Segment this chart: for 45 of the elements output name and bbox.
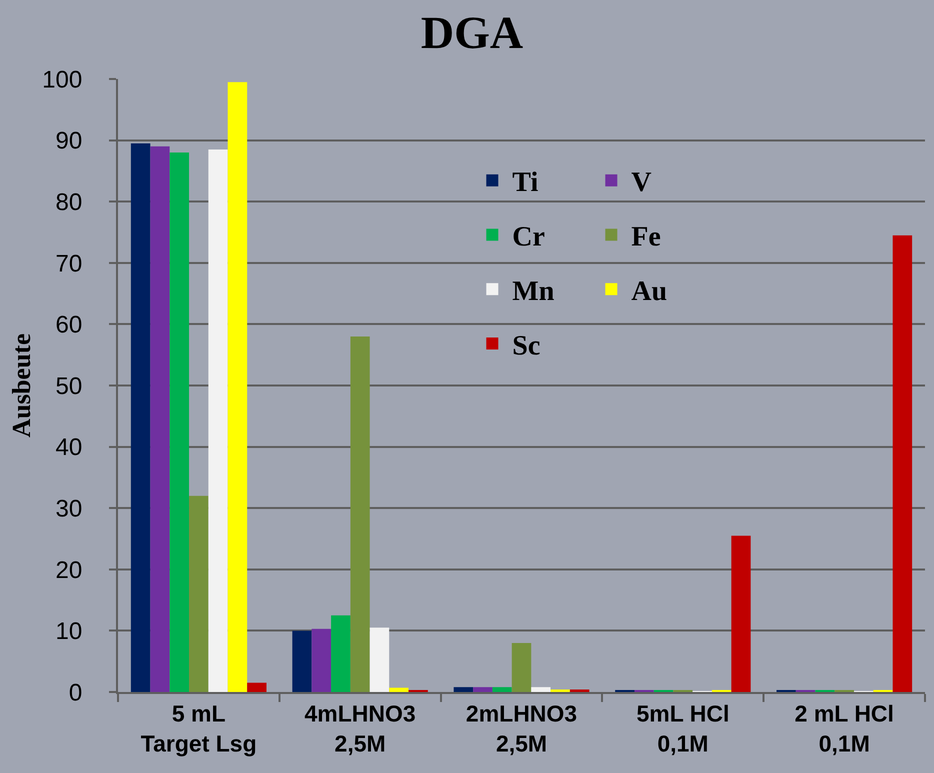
bar — [512, 642, 532, 692]
bar — [473, 687, 492, 692]
y-tick-label: 90 — [55, 128, 82, 155]
y-tick-label: 30 — [55, 496, 82, 522]
x-tick-label: 2 mL HCl 0,1M — [794, 700, 894, 756]
y-tick-label: 60 — [55, 312, 82, 339]
bar — [170, 152, 190, 692]
chart-title: DGA — [420, 7, 524, 58]
bar — [312, 628, 332, 692]
bar — [189, 496, 208, 692]
bar — [531, 687, 551, 692]
bar — [247, 682, 266, 692]
y-tick-label: 0 — [68, 679, 82, 706]
y-tick-label: 70 — [55, 250, 82, 278]
x-tick-label: 2mLHNO3 2,5M — [466, 700, 578, 756]
x-tick-label: 4mLHNO3 2,5M — [304, 700, 416, 756]
bar — [228, 82, 248, 692]
bar — [892, 235, 912, 692]
bar — [454, 687, 474, 692]
y-tick-label: 50 — [55, 372, 82, 400]
x-tick-label: 5mL HCl 0,1M — [636, 700, 730, 756]
bar — [130, 143, 150, 692]
bar — [350, 336, 370, 692]
legend-label: Mn — [512, 276, 555, 308]
y-tick-label: 100 — [42, 66, 82, 94]
x-tick-label: 5 mL Target Lsg — [140, 700, 257, 756]
bar — [150, 146, 170, 692]
bar — [492, 687, 512, 692]
legend-label: Ti — [512, 167, 538, 198]
bar — [292, 630, 312, 692]
legend-label: Sc — [512, 330, 540, 362]
bar — [731, 536, 751, 692]
bar — [389, 688, 409, 692]
bar — [208, 150, 228, 692]
bar — [370, 628, 390, 692]
y-tick-label: 40 — [55, 434, 82, 462]
y-tick-label: 80 — [55, 189, 82, 216]
legend-label: Au — [631, 276, 668, 308]
y-tick-label: 10 — [55, 618, 82, 646]
bar — [331, 615, 350, 692]
legend-label: Fe — [631, 222, 661, 253]
legend-label: Cr — [512, 222, 545, 253]
y-tick-label: 20 — [55, 556, 82, 584]
y-axis-title: Ausbeute — [7, 333, 36, 438]
legend-label: V — [631, 167, 652, 198]
